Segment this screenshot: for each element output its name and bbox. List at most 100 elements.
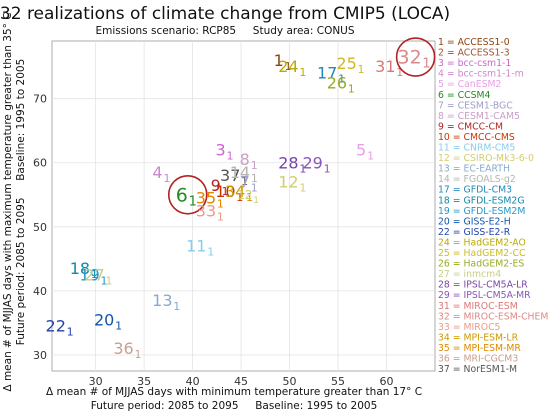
point-sub-label: 1 (338, 73, 345, 86)
legend-entry-20: 20 = GISS-E2-H (438, 216, 511, 227)
legend-entry-25: 25 = HadGEM2-CC (438, 248, 525, 259)
point-label: 14 (230, 163, 250, 182)
x-tick-label: 50 (283, 375, 297, 388)
point-label: 27 (84, 265, 104, 284)
legend-entry-11: 11 = CNRM-CM5 (438, 143, 515, 154)
data-points: 1 124 1 25 117 126 131 132 13 1 5 18 1 28 129 14 1 37 114 1… (46, 37, 436, 361)
point-label: 3 (215, 141, 225, 160)
point-sub-label: 1 (285, 60, 292, 73)
point-label: 28 (278, 153, 298, 172)
point-sub-label: 1 (241, 175, 248, 188)
point-label: 33 (196, 201, 216, 220)
legend-entry-19: 19 = GFDL-ESM2M (438, 206, 525, 217)
legend-entry-14: 14 = FGOALS-g2 (438, 174, 516, 185)
data-point-19: 19 1 (79, 265, 107, 287)
point-label: 29 (302, 153, 322, 172)
data-point-25: 25 1 (336, 54, 364, 76)
point-sub-label: 1 (236, 191, 243, 204)
legend-entry-37: 37 = NorESM1-M (438, 364, 517, 375)
point-label: 32 (398, 47, 422, 69)
data-point-17: 17 1 (317, 64, 345, 86)
point-sub-label: 1 (396, 66, 403, 79)
point-label: 24 (278, 57, 298, 76)
data-point-22: 22 1 (46, 317, 74, 339)
legend-entry-28: 28 = IPSL-CM5A-LR (438, 280, 528, 291)
legend-entry-13: 13 = EC-EARTH (438, 164, 510, 175)
legend-entry-8: 8 = CESM1-CAM5 (438, 111, 520, 122)
point-sub-label: 1 (115, 319, 122, 332)
point-sub-label: 1 (251, 159, 258, 172)
point-label: 7 (240, 173, 250, 192)
point-label: 11 (186, 237, 206, 256)
point-sub-label: 1 (324, 162, 331, 175)
grid (52, 41, 435, 371)
legend-entry-29: 29 = IPSL-CM5A-MR (438, 290, 531, 301)
point-label: 18 (70, 259, 90, 278)
data-point-13: 13 1 (152, 291, 180, 313)
point-label: 19 (79, 265, 99, 284)
y-axis-label-line2: Future period: 2085 to 2095 Baseline: 19… (15, 59, 27, 346)
point-label: 12 (237, 188, 252, 202)
legend-entry-27: 27 = inmcm4 (438, 269, 501, 280)
chart-title: 32 realizations of climate change from C… (0, 4, 450, 24)
data-point-20: 20 1 (94, 310, 122, 332)
plot-background (51, 40, 436, 372)
data-point-12: 12 1 (278, 173, 306, 195)
point-sub-label: 1 (299, 182, 306, 195)
point-sub-label: 1 (217, 198, 224, 211)
point-label: 22 (46, 317, 66, 336)
highlight-circle (395, 37, 436, 77)
data-point-33: 33 1 (196, 201, 224, 223)
point-label: 4 (152, 163, 162, 182)
point-sub-label: 1 (299, 162, 306, 175)
legend-entry-31: 31 = MIROC-ESM (438, 301, 518, 312)
point-label: 37 (220, 166, 240, 185)
data-point-18: 18 1 (70, 259, 98, 281)
legend-entry-12: 12 = CSIRO-Mk3-6-0 (438, 153, 534, 164)
point-sub-label: 1 (67, 326, 74, 339)
legend-entry-35: 35 = MPI-ESM-MR (438, 343, 521, 354)
point-sub-label: 1 (189, 194, 197, 209)
legend-entry-3: 3 = bcc-csm1-1 (438, 58, 511, 69)
legend-entry-10: 10 = CMCC-CMS (438, 132, 515, 143)
point-label: 36 (113, 339, 133, 358)
point-label: 9 (211, 176, 221, 195)
data-point-36: 36 1 (113, 339, 141, 361)
point-label: 25 (336, 54, 356, 73)
point-label: 12 (278, 173, 298, 192)
point-sub-label: 1 (105, 274, 112, 287)
point-label: 8 (240, 150, 250, 169)
legend-entry-1: 1 = ACCESS1-0 (438, 37, 510, 48)
y-tick-label: 60 (33, 157, 47, 170)
point-sub-label: 1 (217, 210, 224, 223)
data-point-24: 24 1 (278, 57, 306, 79)
point-label: 5 (356, 141, 366, 160)
x-tick-label: 60 (380, 375, 394, 388)
legend-entry-4: 4 = bcc-csm1-1-m (438, 69, 524, 80)
point-label: 20 (94, 310, 114, 329)
data-point-32: 32 1 (395, 37, 436, 77)
point-sub-label: 1 (251, 172, 258, 185)
x-tick-label: 30 (89, 375, 103, 388)
point-label: 1 (274, 51, 284, 70)
point-sub-label: 1 (173, 300, 180, 313)
y-tick-label: 50 (33, 221, 47, 234)
legend-entry-7: 7 = CESM1-BGC (438, 100, 513, 111)
y-axis-label-line1: Δ mean # of MJJAS days with maximum temp… (2, 12, 14, 391)
point-sub-label: 1 (134, 348, 141, 361)
chart-subtitle: Emissions scenario: RCP85 Study area: CO… (95, 25, 354, 37)
legend-entry-26: 26 = HadGEM2-ES (438, 259, 524, 270)
data-point-12: 12 1 (237, 188, 259, 206)
point-label: 26 (327, 73, 347, 92)
y-tick-label: 40 (33, 285, 47, 298)
legend: 1 = ACCESS1-02 = ACCESS1-33 = bcc-csm1-1… (438, 37, 548, 375)
x-tick-label: 45 (234, 375, 248, 388)
point-sub-label: 1 (246, 191, 253, 204)
data-point-34: 34 1 (225, 182, 253, 204)
